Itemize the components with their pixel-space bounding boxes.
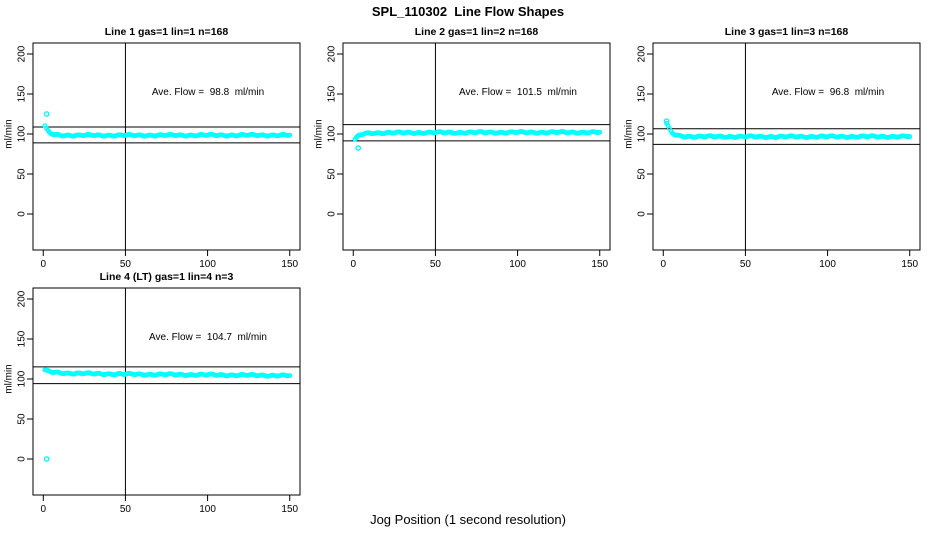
x-axis: 0 50 100 150 (350, 250, 609, 270)
x-tick-label: 0 (350, 259, 356, 270)
y-tick-label: 100 (17, 370, 28, 387)
outlier-point (43, 456, 50, 462)
y-axis-title: ml/min (624, 119, 635, 148)
data-point (287, 373, 293, 379)
avg-flow-annotation-line2: Ave. Flow = 101.5 ml/min (459, 87, 577, 98)
subplot-line2: 0 50 100 150 0 50 100 150 200 ml/min (314, 42, 611, 270)
y-tick-label: 100 (327, 125, 338, 142)
data-point (597, 129, 603, 135)
x-tick-label: 150 (281, 259, 298, 270)
y-tick-label: 200 (17, 290, 28, 307)
y-axis: 0 50 100 150 200 ml/min (314, 45, 343, 217)
subplot-title-line1: Line 1 gas=1 lin=1 n=168 (104, 26, 229, 38)
outlier-point (355, 145, 362, 151)
x-tick-label: 0 (660, 259, 666, 270)
y-tick-label: 50 (17, 168, 28, 180)
subplot-title-line2: Line 2 gas=1 lin=2 n=168 (414, 26, 539, 38)
y-axis-title: ml/min (4, 364, 15, 393)
avg-flow-annotation-line1: Ave. Flow = 98.8 ml/min (151, 87, 265, 98)
plot-box (342, 42, 611, 251)
y-tick-label: 0 (637, 211, 648, 217)
x-tick-label: 0 (40, 504, 46, 515)
y-axis: 0 50 100 150 200 ml/min (4, 45, 33, 217)
x-tick-label: 50 (740, 259, 752, 270)
plot-box (32, 287, 301, 496)
subplot-line4: 0 50 100 150 0 50 100 150 200 ml/min (4, 287, 301, 515)
y-tick-label: 100 (637, 125, 648, 142)
data-points (663, 118, 913, 141)
subplot-title-line3: Line 3 gas=1 lin=3 n=168 (724, 26, 849, 38)
x-tick-label: 50 (430, 259, 442, 270)
x-axis: 0 50 100 150 (40, 250, 299, 270)
x-tick-label: 50 (120, 504, 132, 515)
plot-box (32, 42, 301, 251)
y-tick-label: 150 (637, 85, 648, 102)
data-points (42, 367, 293, 462)
y-tick-label: 150 (17, 330, 28, 347)
y-tick-label: 200 (637, 45, 648, 62)
y-tick-label: 150 (327, 85, 338, 102)
data-point (907, 134, 913, 139)
y-tick-label: 0 (17, 211, 28, 217)
x-tick-label: 100 (819, 259, 836, 270)
plot-box (652, 42, 921, 251)
y-tick-label: 200 (17, 45, 28, 62)
subplot-line1: 0 50 100 150 0 50 100 150 200 ml/min (4, 42, 301, 270)
y-tick-label: 50 (637, 168, 648, 180)
x-tick-label: 100 (199, 259, 216, 270)
y-tick-label: 50 (17, 413, 28, 425)
data-point (287, 132, 293, 138)
x-tick-label: 150 (901, 259, 918, 270)
y-axis-title: ml/min (314, 119, 325, 148)
subplot-line3: 0 50 100 150 0 50 100 150 200 ml/min (624, 42, 921, 270)
x-axis-label: Jog Position (1 second resolution) (370, 512, 566, 527)
x-axis: 0 50 100 150 (660, 250, 919, 270)
x-tick-label: 150 (281, 504, 298, 515)
data-points (42, 111, 293, 139)
x-tick-label: 100 (509, 259, 526, 270)
y-tick-label: 0 (327, 211, 338, 217)
data-points (352, 129, 603, 151)
x-tick-label: 100 (199, 504, 216, 515)
y-tick-label: 200 (327, 45, 338, 62)
chart-title: SPL_110302 Line Flow Shapes (371, 4, 565, 19)
subplot-title-line4: Line 4 (LT) gas=1 lin=4 n=3 (99, 271, 234, 283)
y-tick-label: 150 (17, 85, 28, 102)
outlier-point (663, 118, 670, 125)
x-tick-label: 150 (591, 259, 608, 270)
y-axis-title: ml/min (4, 119, 15, 148)
y-axis: 0 50 100 150 200 ml/min (624, 45, 653, 217)
x-tick-label: 0 (40, 259, 46, 270)
x-axis: 0 50 100 150 (40, 495, 299, 515)
y-axis: 0 50 100 150 200 ml/min (4, 290, 33, 462)
outlier-point (43, 111, 50, 117)
avg-flow-annotation-line4: Ave. Flow = 104.7 ml/min (149, 332, 267, 343)
y-tick-label: 0 (17, 456, 28, 462)
avg-flow-annotation-line3: Ave. Flow = 96.8 ml/min (771, 87, 885, 98)
y-tick-label: 50 (327, 168, 338, 180)
x-tick-label: 50 (120, 259, 132, 270)
y-tick-label: 100 (17, 125, 28, 142)
